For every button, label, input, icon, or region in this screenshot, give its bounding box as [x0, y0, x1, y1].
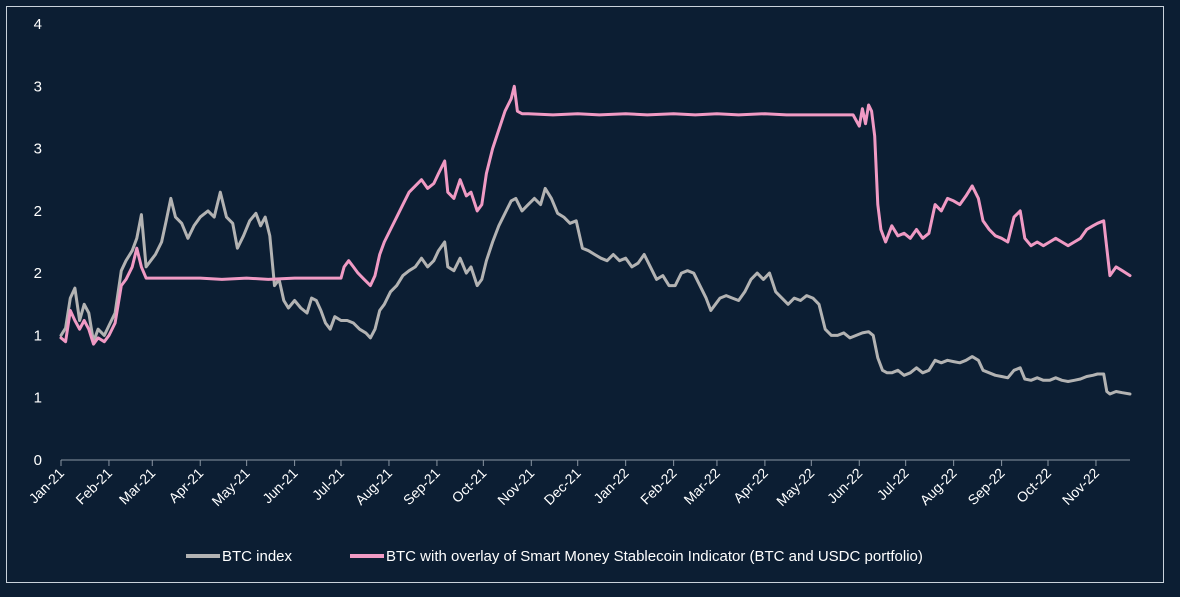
x-tick-label: Sep-22	[964, 465, 1007, 508]
x-tick-label: Sep-21	[400, 465, 443, 508]
x-tick-label: Jan-22	[590, 465, 632, 507]
legend-label-btc-index: BTC index	[222, 548, 293, 565]
y-tick-label: 1	[34, 390, 42, 407]
x-tick-label: May-22	[773, 465, 817, 509]
legend: BTC index BTC with overlay of Smart Money…	[186, 548, 923, 565]
x-tick-label: Feb-22	[637, 465, 680, 508]
btc-overlay-line	[59, 84, 1132, 346]
x-tick-label: Apr-21	[165, 465, 206, 506]
y-tick-label: 3	[34, 78, 42, 95]
y-tick-label: 3	[34, 141, 42, 158]
x-tick-label: Apr-22	[730, 465, 771, 506]
y-tick-label: 0	[34, 452, 42, 469]
x-tick-label: Mar-22	[680, 465, 723, 508]
x-tick-label: Oct-22	[1013, 465, 1054, 506]
y-tick-label: 2	[34, 265, 42, 282]
btc-index-line	[59, 186, 1132, 396]
x-tick-label: Oct-21	[448, 465, 489, 506]
x-tick-label: Jul-22	[874, 465, 912, 503]
x-tick-label: May-21	[208, 465, 252, 509]
legend-label-btc-overlay: BTC with overlay of Smart Money Stableco…	[386, 548, 923, 565]
y-tick-label: 1	[34, 327, 42, 344]
x-tick-label: Feb-21	[72, 465, 115, 508]
x-tick-label: Jan-21	[26, 465, 68, 507]
series-layer	[59, 84, 1132, 396]
x-tick-label: Nov-21	[494, 465, 537, 508]
y-axis: 0 1 1 2 2 3 3 4	[34, 16, 42, 469]
x-tick-label: Jun-21	[259, 465, 301, 507]
x-tick-label: Mar-21	[116, 465, 159, 508]
x-tick-label: Aug-21	[352, 465, 395, 508]
x-tick-label: Jul-21	[309, 465, 347, 503]
x-tick-label: Dec-21	[541, 465, 584, 508]
x-tick-label: Jun-22	[824, 465, 866, 507]
chart-frame	[6, 6, 1164, 583]
x-axis: Jan-21 Feb-21 Mar-21 Apr-21 May-21 Jun-21 Jul-…	[26, 459, 1130, 509]
y-tick-label: 4	[34, 16, 42, 33]
y-tick-label: 2	[34, 203, 42, 220]
x-tick-label: Aug-22	[917, 465, 960, 508]
x-tick-label: Nov-22	[1059, 465, 1102, 508]
